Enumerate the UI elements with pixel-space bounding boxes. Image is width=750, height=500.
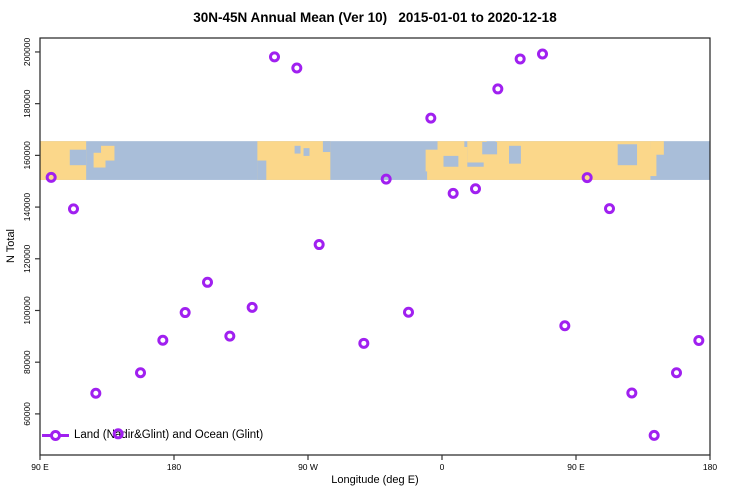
data-point xyxy=(157,334,169,346)
x-tick-label: 90 E xyxy=(31,462,49,472)
data-point xyxy=(135,367,146,379)
map-land-patch xyxy=(467,141,487,163)
y-tick-label: 60000 xyxy=(22,402,32,426)
x-axis-title: Longitude (deg E) xyxy=(331,474,419,486)
map-land-patch xyxy=(437,141,465,156)
data-point xyxy=(492,83,504,95)
x-tick-label: 180 xyxy=(167,462,181,472)
data-point xyxy=(224,330,236,342)
x-tick-label: 0 xyxy=(440,462,445,472)
map-sea-patch xyxy=(294,145,301,154)
data-point xyxy=(90,387,102,399)
x-tick-label: 90 E xyxy=(567,462,585,472)
data-point xyxy=(358,337,370,349)
data-point xyxy=(671,367,682,379)
map-sea-patch xyxy=(482,141,498,155)
data-point xyxy=(380,173,392,185)
y-tick-label: 100000 xyxy=(22,296,32,325)
data-point xyxy=(425,112,437,124)
map-land-patch xyxy=(650,141,664,155)
map-land-patch xyxy=(427,166,498,180)
data-point xyxy=(604,203,615,215)
map-land-patch xyxy=(257,141,331,180)
data-point xyxy=(693,334,705,346)
map-sea-patch xyxy=(69,149,87,166)
data-point xyxy=(514,53,526,65)
data-point xyxy=(559,320,571,332)
y-tick-label: 180000 xyxy=(22,89,32,118)
chart-title: 30N-45N Annual Mean (Ver 10) 2015-01-01 … xyxy=(193,10,557,25)
y-tick-label: 140000 xyxy=(22,193,32,222)
y-tick-label: 120000 xyxy=(22,244,32,273)
map-sea-patch xyxy=(322,141,331,153)
map-land-patch xyxy=(458,146,468,175)
map-sea-patch xyxy=(509,145,521,164)
data-point xyxy=(246,301,258,313)
data-point xyxy=(269,51,280,63)
data-point xyxy=(537,48,548,60)
data-point xyxy=(68,203,79,215)
map-sea-patch xyxy=(303,148,310,156)
data-point xyxy=(112,428,124,440)
x-tick-label: 180 xyxy=(703,462,717,472)
x-tick-label: 90 W xyxy=(298,462,318,472)
plot-box xyxy=(39,37,711,456)
data-point xyxy=(626,387,638,399)
map-land-patch xyxy=(93,152,106,168)
data-point xyxy=(447,187,459,199)
map-sea-patch xyxy=(617,144,638,166)
data-point xyxy=(470,183,481,195)
map-land-patch xyxy=(634,148,657,177)
data-point xyxy=(202,276,213,288)
data-point xyxy=(313,239,325,251)
y-tick-label: 200000 xyxy=(22,38,32,67)
y-tick-label: 80000 xyxy=(22,350,32,374)
legend-marker-circle xyxy=(50,430,61,441)
data-point xyxy=(581,172,593,184)
data-point xyxy=(291,62,303,74)
map-sea-patch xyxy=(257,160,267,180)
data-point xyxy=(45,171,57,183)
y-tick-label: 160000 xyxy=(22,141,32,170)
data-point xyxy=(648,429,660,441)
map-land-patch xyxy=(101,145,115,161)
data-point xyxy=(179,307,191,319)
data-point xyxy=(403,306,414,318)
